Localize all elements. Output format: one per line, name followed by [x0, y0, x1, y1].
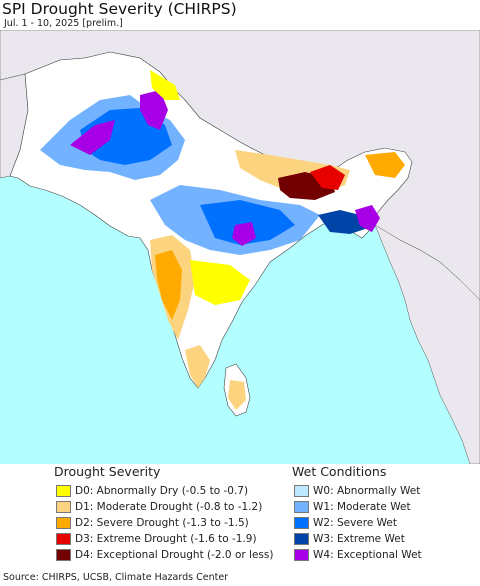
map-date-subtitle: Jul. 1 - 10, 2025 [prelim.] [4, 18, 123, 29]
legend-item-d1: D1: Moderate Drought (-0.8 to -1.2) [56, 500, 262, 514]
severe-drought-west [155, 250, 182, 320]
legend-item-w1: W1: Moderate Wet [294, 500, 411, 514]
legend-label-d3: D3: Extreme Drought (-1.6 to -1.9) [75, 533, 257, 545]
legend-item-d4: D4: Exceptional Drought (-2.0 or less) [56, 548, 273, 562]
legend-item-d2: D2: Severe Drought (-1.3 to -1.5) [56, 516, 249, 530]
legend-label-d4: D4: Exceptional Drought (-2.0 or less) [75, 549, 274, 561]
legend-label-w2: W2: Severe Wet [313, 517, 397, 529]
legend-item-w4: W4: Exceptional Wet [294, 548, 422, 562]
legend-item-w3: W3: Extreme Wet [294, 532, 405, 546]
legend-item-w2: W2: Severe Wet [294, 516, 397, 530]
severe-wet-central-india [200, 200, 295, 245]
legend-swatch-w2 [294, 517, 309, 529]
wet-legend-heading: Wet Conditions [292, 464, 387, 479]
map-title: SPI Drought Severity (CHIRPS) [2, 0, 237, 18]
outside-land-southeast [374, 224, 480, 464]
exceptional-wet-north [70, 120, 115, 155]
exceptional-wet-bangladesh [355, 205, 380, 232]
legend-swatch-d0 [56, 485, 71, 497]
legend-swatch-d2 [56, 517, 71, 529]
legend-panel: Drought Severity Wet Conditions D0: Abno… [0, 464, 480, 568]
legend-swatch-w4 [294, 549, 309, 561]
legend-item-w0: W0: Abnormally Wet [294, 484, 420, 498]
drought-north-plains [150, 70, 180, 100]
legend-label-w0: W0: Abnormally Wet [313, 485, 421, 497]
drought-deccan [190, 260, 250, 305]
drought-legend-heading: Drought Severity [54, 464, 161, 479]
exceptional-wet-kashmir [140, 90, 168, 130]
legend-label-w4: W4: Exceptional Wet [313, 549, 422, 561]
legend-item-d0: D0: Abnormally Dry (-0.5 to -0.7) [56, 484, 248, 498]
drought-sri-lanka [228, 380, 246, 410]
drought-assam [365, 152, 405, 178]
legend-swatch-d3 [56, 533, 71, 545]
source-credit: Source: CHIRPS, UCSB, Climate Hazards Ce… [3, 572, 229, 583]
legend-swatch-d1 [56, 501, 71, 513]
extreme-drought-bihar [310, 165, 345, 190]
legend-label-w3: W3: Extreme Wet [313, 533, 405, 545]
legend-label-w1: W1: Moderate Wet [313, 501, 411, 513]
legend-swatch-w0 [294, 485, 309, 497]
extreme-wet-bangladesh [318, 210, 368, 234]
drought-southern-tip [185, 345, 210, 388]
legend-swatch-w3 [294, 533, 309, 545]
legend-label-d0: D0: Abnormally Dry (-0.5 to -0.7) [75, 485, 249, 497]
legend-label-d1: D1: Moderate Drought (-0.8 to -1.2) [75, 501, 263, 513]
legend-swatch-w1 [294, 501, 309, 513]
exceptional-wet-central [232, 222, 256, 246]
legend-label-d2: D2: Severe Drought (-1.3 to -1.5) [75, 517, 249, 529]
legend-item-d3: D3: Extreme Drought (-1.6 to -1.9) [56, 532, 257, 546]
drought-map [0, 30, 480, 464]
legend-swatch-d4 [56, 549, 71, 561]
